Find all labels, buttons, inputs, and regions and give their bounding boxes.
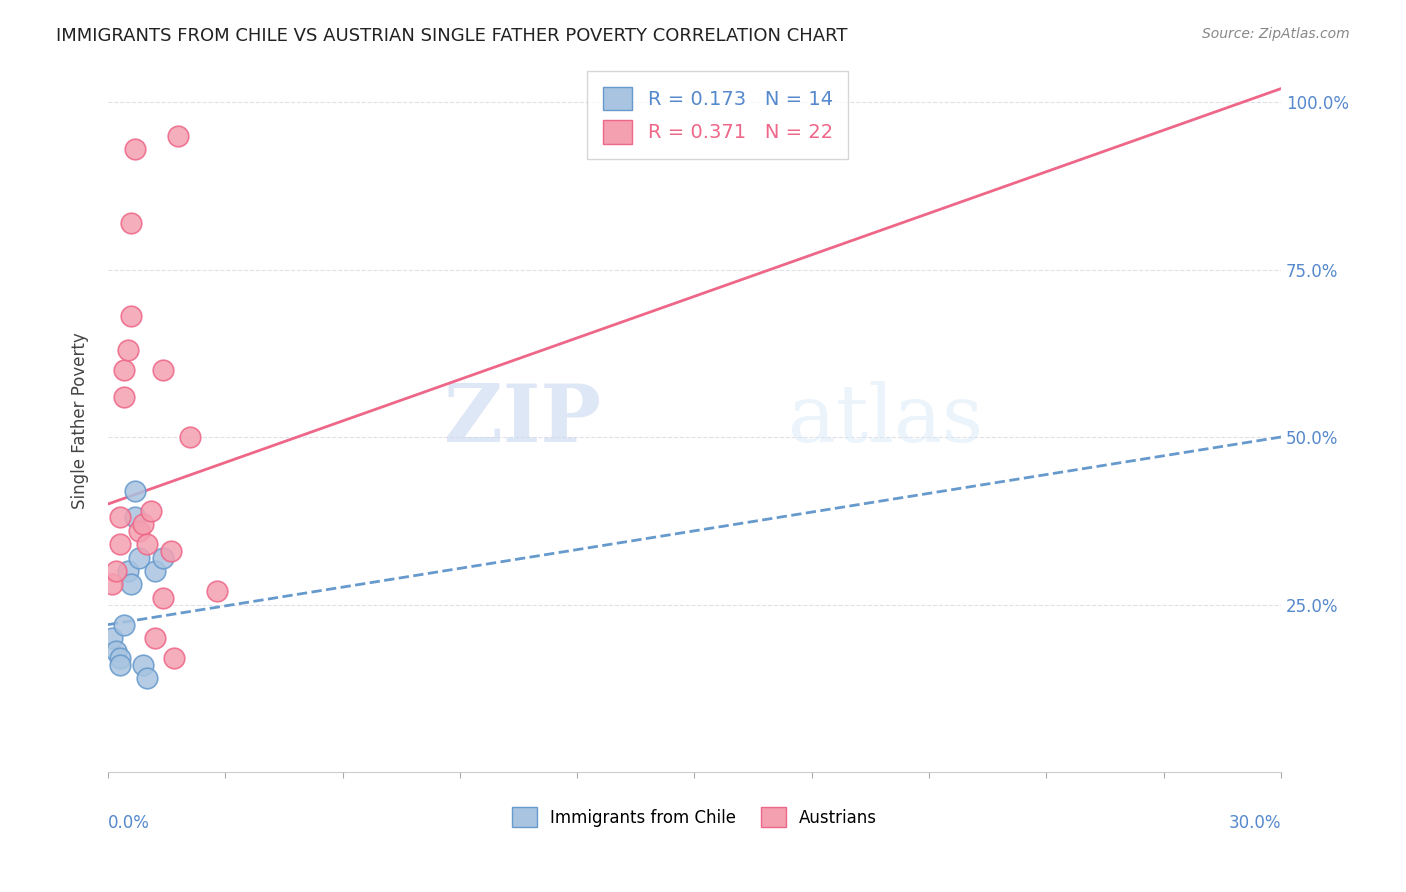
Point xyxy=(143,631,166,645)
Point xyxy=(112,363,135,377)
Point xyxy=(117,343,139,357)
Point xyxy=(143,564,166,578)
Point xyxy=(120,310,142,324)
Point xyxy=(128,524,150,538)
Point xyxy=(179,430,201,444)
Text: 0.0%: 0.0% xyxy=(108,814,150,832)
Point xyxy=(101,577,124,591)
Point xyxy=(132,517,155,532)
Point xyxy=(120,577,142,591)
Text: 30.0%: 30.0% xyxy=(1229,814,1281,832)
Point xyxy=(112,617,135,632)
Point xyxy=(136,671,159,685)
Point xyxy=(108,537,131,551)
Point xyxy=(207,584,229,599)
Point xyxy=(167,128,190,143)
Point xyxy=(104,644,127,658)
Point xyxy=(112,390,135,404)
Text: ZIP: ZIP xyxy=(444,381,600,459)
Point xyxy=(101,631,124,645)
Point xyxy=(132,657,155,672)
Point xyxy=(124,483,146,498)
Text: atlas: atlas xyxy=(789,381,983,459)
Point xyxy=(120,216,142,230)
Point xyxy=(124,510,146,524)
Point xyxy=(104,564,127,578)
Point xyxy=(152,363,174,377)
Point xyxy=(108,657,131,672)
Point xyxy=(163,651,186,665)
Point xyxy=(152,591,174,605)
Point xyxy=(152,550,174,565)
Point xyxy=(139,504,162,518)
Legend: Immigrants from Chile, Austrians: Immigrants from Chile, Austrians xyxy=(505,800,884,834)
Point xyxy=(108,651,131,665)
Y-axis label: Single Father Poverty: Single Father Poverty xyxy=(72,332,89,508)
Point xyxy=(117,564,139,578)
Point xyxy=(136,537,159,551)
Text: Source: ZipAtlas.com: Source: ZipAtlas.com xyxy=(1202,27,1350,41)
Point xyxy=(108,510,131,524)
Text: IMMIGRANTS FROM CHILE VS AUSTRIAN SINGLE FATHER POVERTY CORRELATION CHART: IMMIGRANTS FROM CHILE VS AUSTRIAN SINGLE… xyxy=(56,27,848,45)
Point xyxy=(159,544,181,558)
Point xyxy=(128,550,150,565)
Point xyxy=(124,142,146,156)
